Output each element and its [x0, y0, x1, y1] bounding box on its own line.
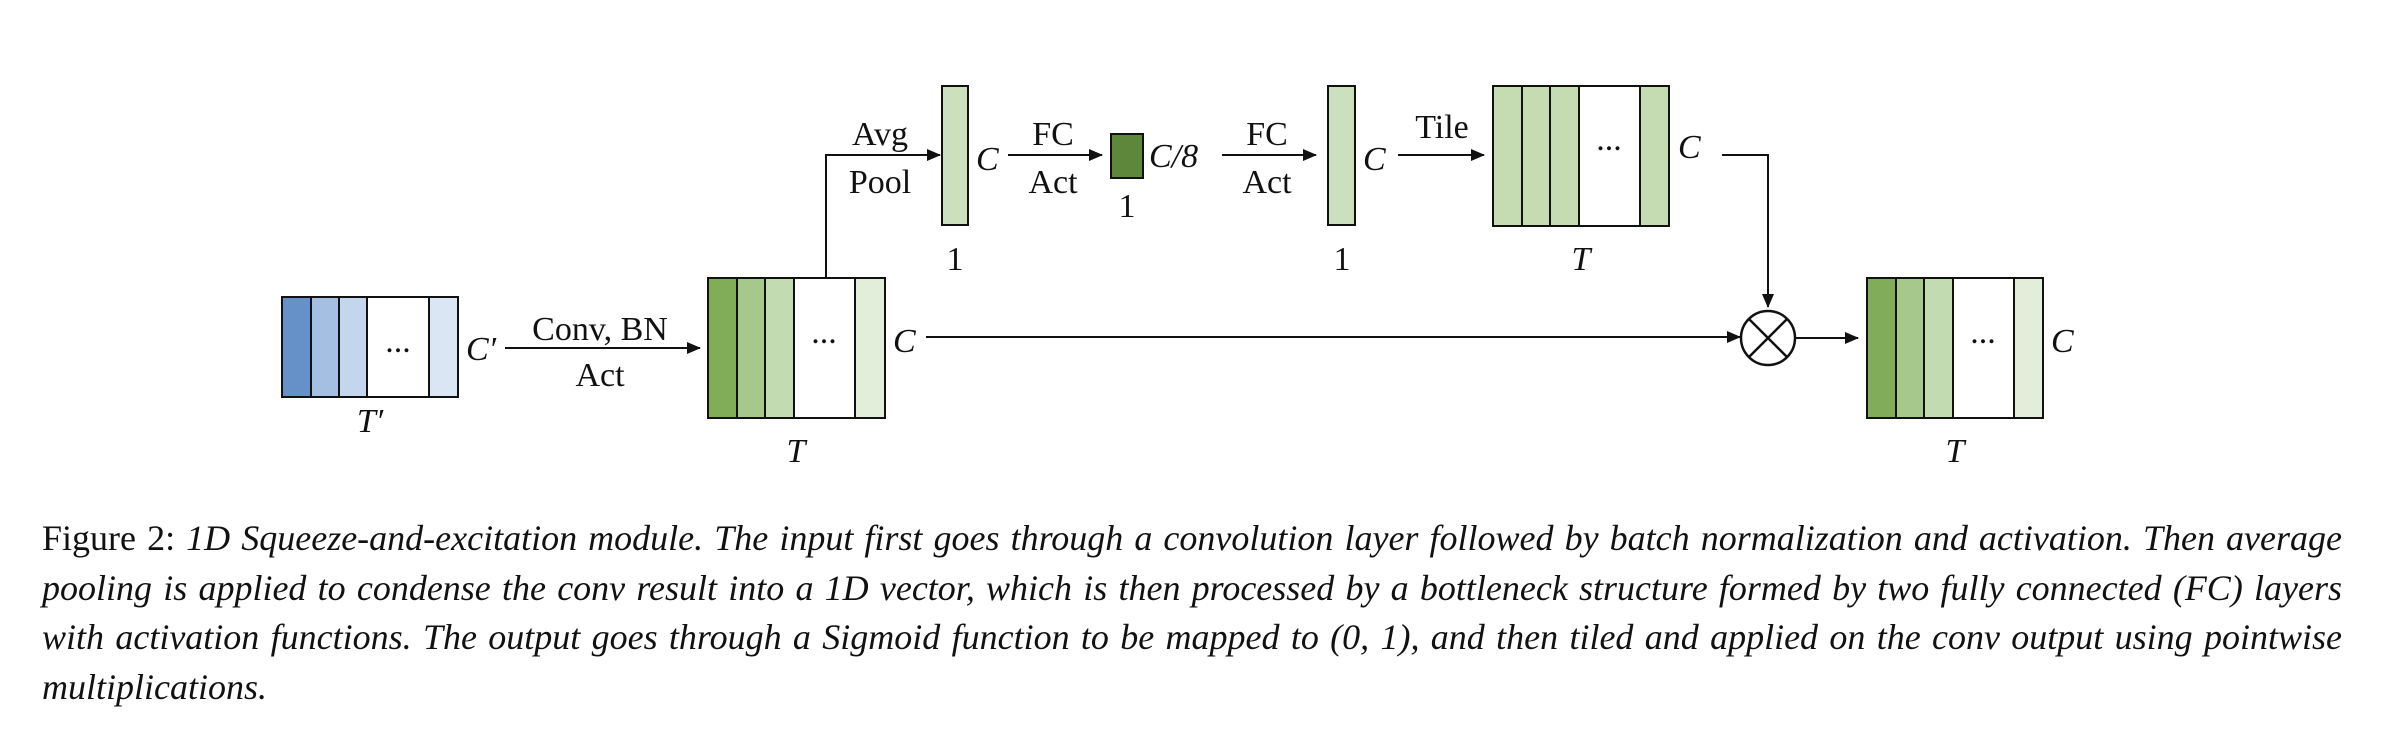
tiled-col-2	[1521, 85, 1551, 227]
pooled-vector: C 1	[941, 85, 999, 278]
fc2-step-line2: Act	[1242, 164, 1292, 201]
excited-width-label: 1	[1334, 241, 1351, 278]
conv-step: Conv, BN Act	[505, 311, 701, 394]
output-block: ... C T	[1866, 277, 2074, 470]
conv-col-1	[707, 277, 738, 419]
output-col-gap	[1952, 277, 2015, 419]
conv-time-label: T	[787, 433, 808, 470]
tiled-block: ... C T	[1492, 85, 1701, 278]
input-ellipsis: ...	[385, 323, 411, 360]
bottleneck-bar	[1110, 133, 1144, 179]
tiled-col-last	[1639, 85, 1670, 227]
pool-step: Avg Pool	[825, 116, 941, 278]
tile-to-multiply-arrow	[1722, 154, 1774, 308]
multiply-node	[1739, 309, 1797, 367]
conv-step-line1: Conv, BN	[532, 311, 668, 348]
input-col-3	[338, 296, 368, 398]
pool-step-line2: Pool	[849, 164, 911, 201]
output-ellipsis: ...	[1970, 314, 1996, 351]
fc1-step-line1: FC	[1032, 116, 1074, 153]
fc1-step: FC Act	[1008, 116, 1103, 201]
output-time-label: T	[1946, 433, 1967, 470]
output-channel-label: C	[2051, 323, 2074, 360]
fc2-step-line1: FC	[1246, 116, 1288, 153]
output-col-1	[1866, 277, 1897, 419]
tiled-ellipsis: ...	[1596, 121, 1622, 158]
conv-col-last	[854, 277, 886, 419]
tiled-channel-label: C	[1678, 129, 1701, 166]
excited-vector: C 1	[1327, 85, 1386, 278]
bottleneck-vector: C/8 1	[1110, 133, 1198, 225]
bottleneck-channel-label: C/8	[1149, 138, 1198, 175]
pooled-vector-bar	[941, 85, 969, 226]
output-col-2	[1895, 277, 1925, 419]
input-col-gap	[366, 296, 430, 398]
caption-prefix: Figure 2:	[42, 518, 187, 558]
tiled-time-label: T	[1572, 241, 1593, 278]
output-col-3	[1923, 277, 1954, 419]
conv-ellipsis: ...	[811, 314, 837, 351]
input-col-1	[281, 296, 312, 398]
fc2-step: FC Act	[1222, 116, 1317, 201]
conv-col-3	[764, 277, 795, 419]
tile-step: Tile	[1398, 109, 1485, 161]
excited-vector-bar	[1327, 85, 1356, 226]
conv-col-gap	[793, 277, 856, 419]
pooled-channel-label: C	[976, 141, 999, 178]
pooled-width-label: 1	[947, 241, 964, 278]
excited-channel-label: C	[1363, 141, 1386, 178]
input-block: ... C′ T′	[281, 296, 497, 440]
pool-step-line1: Avg	[852, 116, 908, 153]
bottleneck-width-label: 1	[1119, 188, 1136, 225]
tiled-col-gap	[1578, 85, 1641, 227]
se-module-diagram: ... C′ T′ Conv, BN Act ... C T Avg Pool …	[281, 85, 2074, 470]
output-col-last	[2013, 277, 2044, 419]
tiled-col-3	[1549, 85, 1580, 227]
figure-caption: Figure 2: 1D Squeeze-and-excitation modu…	[42, 514, 2342, 712]
conv-col-2	[736, 277, 766, 419]
conv-channel-label: C	[893, 323, 916, 360]
tiled-col-1	[1492, 85, 1523, 227]
input-channel-label: C′	[466, 331, 497, 368]
tile-step-label: Tile	[1415, 109, 1469, 146]
conv-step-line2: Act	[575, 357, 625, 394]
fc1-step-line2: Act	[1028, 164, 1078, 201]
multiply-cross-b	[1748, 318, 1788, 358]
pool-arrow	[825, 149, 941, 278]
input-col-last	[428, 296, 459, 398]
input-col-2	[310, 296, 340, 398]
input-time-label: T′	[357, 403, 384, 440]
caption-body: 1D Squeeze-and-excitation module. The in…	[42, 518, 2342, 707]
conv-block: ... C T	[707, 277, 916, 470]
